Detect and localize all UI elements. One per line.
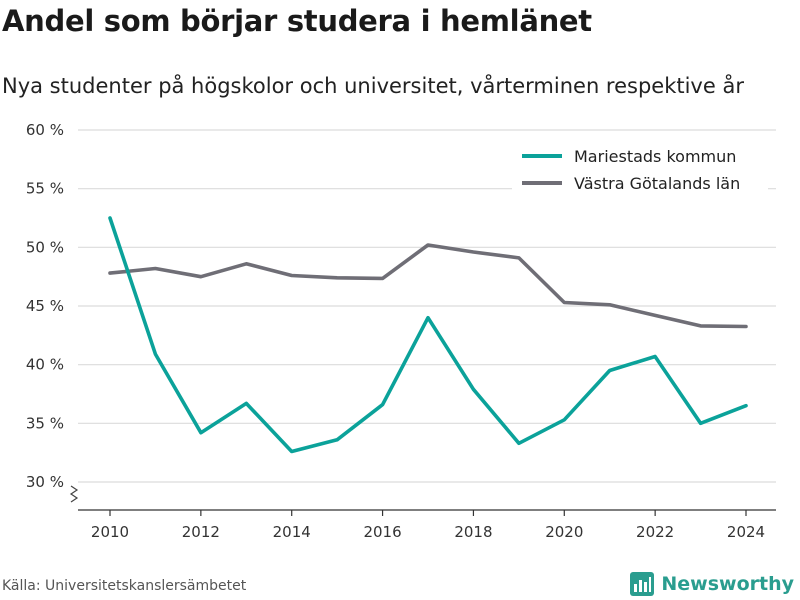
axis-break-icon	[69, 485, 79, 503]
y-tick-label: 40 %	[26, 356, 64, 374]
legend-background	[512, 140, 768, 200]
brand-name: Newsworthy	[661, 573, 794, 595]
y-tick-label: 50 %	[26, 238, 64, 256]
x-tick-label: 2018	[454, 523, 492, 541]
series-line-vastra-gotaland	[108, 243, 748, 329]
chart-subtitle: Nya studenter på högskolor och universit…	[2, 74, 744, 98]
x-axis: 2010 2012 2014 2016 2018 2020 2022 2024	[78, 509, 776, 541]
y-tick-label: 45 %	[26, 297, 64, 315]
x-tick-label: 2010	[91, 523, 129, 541]
x-tick-label: 2012	[182, 523, 220, 541]
legend: Mariestads kommun Västra Götalands län	[512, 140, 768, 200]
chart-title: Andel som börjar studera i hemlänet	[2, 4, 592, 38]
y-tick-label: 60 %	[26, 121, 64, 139]
y-tick-label: 55 %	[26, 180, 64, 198]
x-tick-label: 2016	[363, 523, 401, 541]
series-lines	[108, 216, 748, 454]
series-line-mariestad	[108, 216, 748, 454]
brand-logo: Newsworthy	[629, 570, 794, 598]
newsworthy-logo-icon	[630, 572, 655, 596]
x-tick-label: 2024	[727, 523, 765, 541]
source-note: Källa: Universitetskanslersämbetet	[2, 578, 247, 594]
y-tick-label: 30 %	[26, 473, 64, 491]
x-tick-label: 2014	[273, 523, 311, 541]
legend-label: Västra Götalands län	[574, 174, 740, 193]
legend-label: Mariestads kommun	[574, 147, 736, 166]
y-tick-label: 35 %	[26, 414, 64, 432]
x-tick-label: 2022	[636, 523, 674, 541]
x-tick-label: 2020	[545, 523, 583, 541]
y-axis-ticks: 30 % 35 % 40 % 45 % 50 % 55 % 60 %	[26, 121, 79, 503]
